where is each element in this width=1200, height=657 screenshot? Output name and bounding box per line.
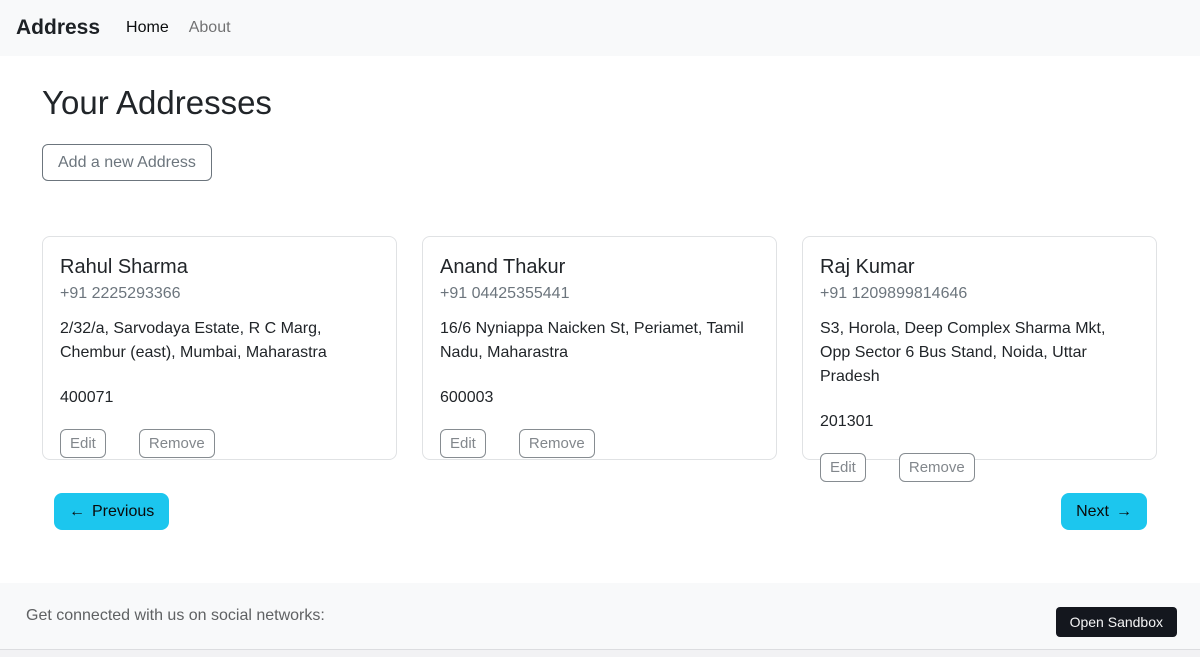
navbar: Address Home About	[0, 0, 1200, 56]
footer-social-text: Get connected with us on social networks…	[26, 607, 325, 624]
address-name: Raj Kumar	[820, 256, 915, 278]
address-card-list: Rahul Sharma +91 2225293366 2/32/a, Sarv…	[42, 236, 1158, 482]
remove-button[interactable]: Remove	[138, 429, 215, 458]
address-street: S3, Horola, Deep Complex Sharma Mkt, Opp…	[820, 320, 1106, 385]
address-name: Anand Thakur	[440, 256, 566, 278]
address-phone: +91 2225293366	[60, 285, 181, 302]
nav-link-about[interactable]: About	[188, 19, 231, 36]
left-arrow-icon: ←	[69, 502, 85, 520]
address-street: 16/6 Nyniappa Naicken St, Periamet, Tami…	[440, 320, 744, 361]
address-pincode: 400071	[60, 389, 114, 406]
address-pincode: 201301	[820, 413, 874, 430]
address-card-actions: Edit Remove	[820, 453, 1139, 482]
edit-button[interactable]: Edit	[440, 429, 486, 458]
address-name: Rahul Sharma	[60, 256, 188, 278]
navbar-links: Home About	[126, 19, 231, 37]
next-page-label: Next	[1076, 502, 1109, 520]
open-sandbox-button[interactable]: Open Sandbox	[1055, 607, 1177, 637]
address-card: Raj Kumar +91 1209899814646 S3, Horola, …	[802, 236, 1157, 482]
edit-button[interactable]: Edit	[820, 453, 866, 482]
remove-button[interactable]: Remove	[518, 429, 595, 458]
address-phone: +91 1209899814646	[820, 285, 968, 302]
page-title: Your Addresses	[42, 84, 272, 121]
nav-link-home[interactable]: Home	[126, 19, 169, 36]
address-card-actions: Edit Remove	[60, 429, 379, 458]
navbar-brand[interactable]: Address	[16, 16, 101, 39]
pagination: ← Previous Next →	[42, 493, 1158, 530]
footer-social-section: Get connected with us on social networks…	[0, 583, 1200, 649]
right-arrow-icon: →	[1116, 502, 1132, 520]
add-address-button[interactable]: Add a new Address	[42, 144, 212, 181]
address-phone: +91 04425355441	[440, 285, 570, 302]
footer-bottom-bar	[0, 649, 1200, 657]
address-card-actions: Edit Remove	[440, 429, 759, 458]
previous-page-label: Previous	[92, 502, 155, 520]
next-page-button[interactable]: Next →	[1061, 493, 1147, 530]
address-card: Anand Thakur +91 04425355441 16/6 Nyniap…	[422, 236, 777, 460]
remove-button[interactable]: Remove	[898, 453, 975, 482]
address-pincode: 600003	[440, 389, 494, 406]
main-content: Your Addresses Add a new Address Rahul S…	[0, 83, 1200, 583]
address-street: 2/32/a, Sarvodaya Estate, R C Marg, Chem…	[60, 320, 327, 361]
previous-page-button[interactable]: ← Previous	[54, 493, 170, 530]
edit-button[interactable]: Edit	[60, 429, 106, 458]
address-card: Rahul Sharma +91 2225293366 2/32/a, Sarv…	[42, 236, 397, 460]
footer: Get connected with us on social networks…	[0, 583, 1200, 657]
